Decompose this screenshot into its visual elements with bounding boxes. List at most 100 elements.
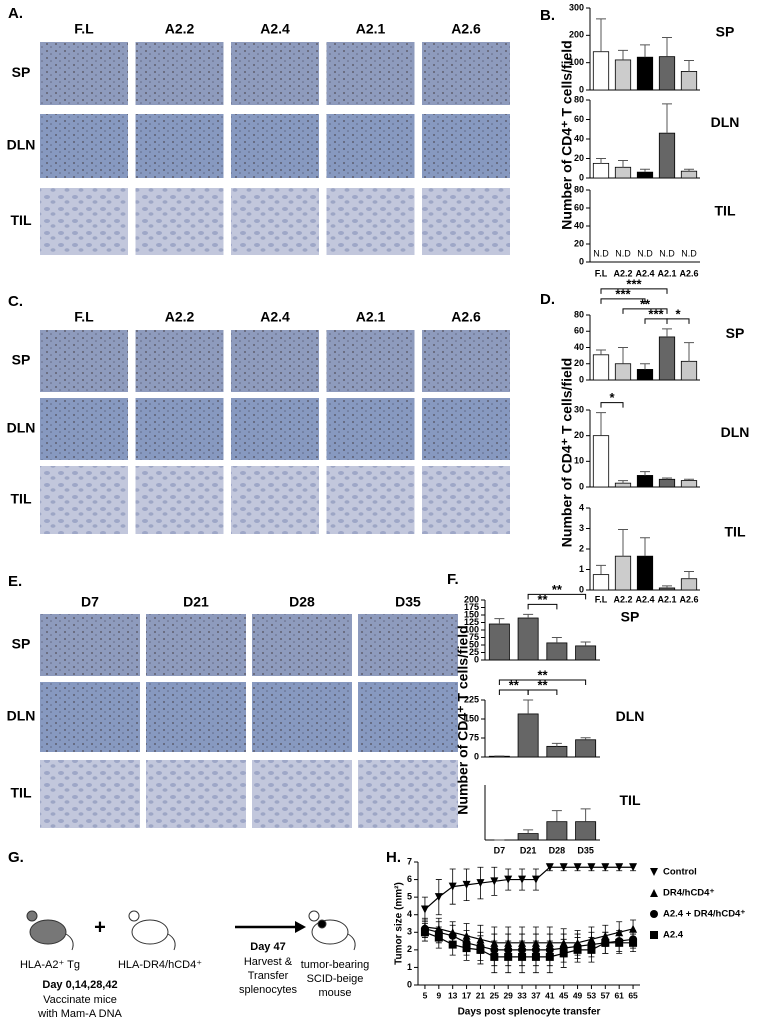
row-label: TIL bbox=[11, 491, 32, 507]
micrograph-texture bbox=[231, 398, 319, 460]
y-tick-label: 20 bbox=[574, 358, 584, 368]
value-label: N.D bbox=[659, 248, 675, 258]
marker bbox=[504, 952, 513, 961]
error-bar bbox=[523, 829, 534, 834]
legend-label: A2.4 + DR4/hCD4⁺ bbox=[663, 909, 745, 920]
y-tick-label: 1 bbox=[579, 564, 584, 574]
micrograph-texture bbox=[231, 330, 319, 392]
x-tick-label: 13 bbox=[448, 990, 458, 1000]
column-header: A2.1 bbox=[356, 21, 386, 37]
panel-label: E. bbox=[8, 573, 22, 590]
x-tick-label: A2.2 bbox=[613, 594, 632, 604]
marker bbox=[448, 882, 457, 891]
marker bbox=[650, 931, 658, 939]
x-tick-label: A2.6 bbox=[679, 268, 698, 278]
error-bar bbox=[662, 585, 672, 588]
error-bar bbox=[618, 529, 628, 557]
recipient: mouse bbox=[318, 987, 351, 999]
panel-label: C. bbox=[8, 293, 23, 310]
marker bbox=[587, 945, 596, 954]
marker bbox=[601, 863, 610, 872]
y-axis-label: Tumor size (mm²) bbox=[394, 882, 405, 965]
y-tick-label: 100 bbox=[464, 624, 479, 634]
y-tick-label: 150 bbox=[464, 609, 479, 619]
column-header: A2.4 bbox=[260, 309, 290, 325]
significance-bracket bbox=[527, 689, 558, 695]
y-tick-label: 3 bbox=[579, 523, 584, 533]
micrograph-texture bbox=[358, 614, 458, 676]
micrograph-texture bbox=[252, 614, 352, 676]
error-bar bbox=[640, 168, 650, 173]
diagram: G. + HLA-A2⁺ Tg HLA-DR4/hCD4⁺ Day 0,14,2… bbox=[8, 849, 369, 1020]
marker bbox=[490, 877, 499, 886]
transfer: splenocytes bbox=[239, 984, 298, 996]
marker bbox=[587, 863, 596, 872]
y-tick-label: 60 bbox=[574, 114, 584, 124]
x-tick-label: F.L bbox=[595, 594, 608, 604]
marker bbox=[650, 868, 658, 876]
legend-label: Control bbox=[663, 867, 697, 878]
panel-label: G. bbox=[8, 849, 24, 866]
bar bbox=[592, 162, 610, 179]
x-tick-label: 45 bbox=[559, 990, 569, 1000]
error-bar bbox=[580, 641, 591, 646]
error-bar bbox=[662, 477, 672, 480]
x-tick-label: 53 bbox=[587, 990, 597, 1000]
transfer: Harvest & bbox=[244, 956, 293, 968]
marker bbox=[615, 863, 624, 872]
y-tick-label: 10 bbox=[574, 456, 584, 466]
marker bbox=[531, 952, 540, 961]
significance-bracket bbox=[527, 593, 587, 600]
y-tick-label: 0 bbox=[579, 374, 584, 384]
x-tick-label: 25 bbox=[490, 990, 500, 1000]
bar bbox=[680, 170, 698, 179]
significance-label: ** bbox=[552, 582, 563, 597]
panel-label: D. bbox=[540, 291, 555, 308]
subplot-title: DLN bbox=[721, 424, 750, 440]
series-line bbox=[424, 926, 634, 944]
schedule: with Mam-A DNA bbox=[37, 1008, 122, 1020]
row-label: TIL bbox=[11, 212, 32, 228]
error-bar bbox=[580, 737, 591, 740]
marker bbox=[545, 863, 554, 872]
y-axis-label: Number of CD4⁺ T cells/field bbox=[455, 625, 471, 814]
row-label: DLN bbox=[7, 420, 36, 436]
marker bbox=[462, 880, 471, 889]
bar bbox=[680, 71, 698, 91]
y-tick-label: 1 bbox=[407, 962, 412, 972]
value-label: N.D bbox=[681, 248, 697, 258]
bar bbox=[575, 821, 597, 841]
micrograph-texture bbox=[146, 614, 246, 676]
micrograph-texture bbox=[135, 188, 224, 255]
micrograph-texture bbox=[422, 114, 510, 178]
y-tick-label: 200 bbox=[569, 30, 584, 40]
bar bbox=[680, 578, 698, 591]
y-tick-label: 4 bbox=[579, 502, 584, 512]
column-header: A2.4 bbox=[260, 21, 290, 37]
significance-bracket bbox=[600, 288, 668, 294]
y-tick-label: 30 bbox=[574, 404, 584, 414]
row-label: SP bbox=[12, 636, 31, 652]
marker bbox=[573, 945, 582, 954]
y-axis-label: Number of CD4⁺ T cells/field bbox=[559, 358, 575, 547]
marker bbox=[518, 952, 527, 961]
significance-label: * bbox=[675, 306, 681, 321]
marker bbox=[650, 910, 658, 918]
y-tick-label: 2 bbox=[579, 543, 584, 553]
bar bbox=[488, 623, 510, 661]
error-bar bbox=[618, 347, 628, 364]
error-bar bbox=[684, 342, 694, 362]
legend-label: A2.4 bbox=[663, 930, 684, 941]
micrograph-texture bbox=[422, 188, 510, 255]
error-bar bbox=[551, 810, 562, 822]
error-bar bbox=[640, 363, 650, 370]
column-header: A2.2 bbox=[165, 309, 195, 325]
y-tick-label: 225 bbox=[464, 694, 479, 704]
transfer: Day 47 bbox=[250, 941, 285, 953]
x-tick-label: 5 bbox=[423, 990, 428, 1000]
marker bbox=[448, 940, 457, 949]
micrograph-texture bbox=[40, 42, 128, 105]
bar bbox=[592, 574, 610, 591]
bar bbox=[592, 354, 610, 381]
micrograph-texture bbox=[135, 114, 224, 178]
